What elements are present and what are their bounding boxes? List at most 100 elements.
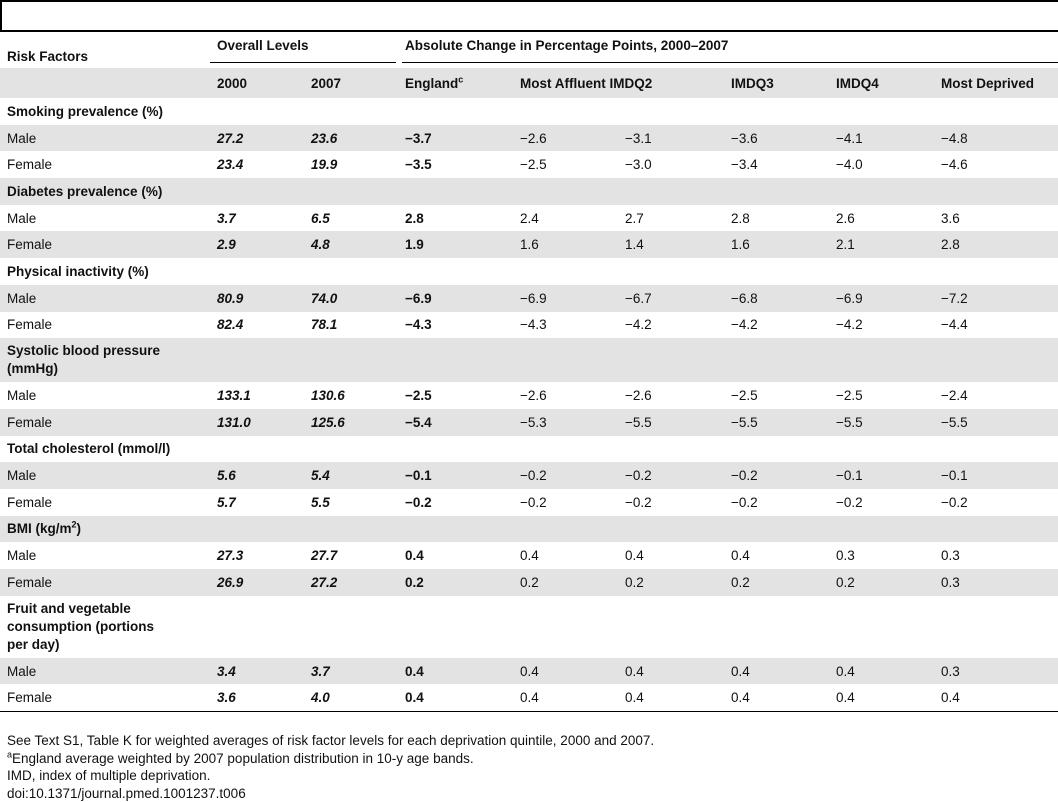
row-label: Female	[0, 409, 210, 436]
cell-2007: 74.0	[304, 285, 398, 312]
row-label: Male	[0, 658, 210, 685]
cell-2000: 3.4	[210, 658, 304, 685]
table-row: Male 133.1 130.6 −2.5 −2.6 −2.6 −2.5 −2.…	[0, 382, 1058, 409]
england-sup: c	[458, 74, 463, 84]
cell-imdq2: −2.6	[618, 382, 724, 409]
note-text: aEngland average weighted by 2007 popula…	[7, 750, 654, 768]
overall-levels-rule	[210, 62, 396, 63]
cell-imdq2: −0.2	[618, 462, 724, 489]
cell-most-deprived: −5.5	[934, 409, 1058, 436]
cell-england: −2.5	[398, 382, 513, 409]
table-row: Female 82.4 78.1 −4.3 −4.3 −4.2 −4.2 −4.…	[0, 312, 1058, 339]
cell-england: −6.9	[398, 285, 513, 312]
header-row-2: 2000 2007 Englandc Most Affluent IMDQ2 I…	[0, 68, 1058, 98]
cell-2007: 5.5	[304, 489, 398, 516]
header-2007: 2007	[304, 68, 398, 98]
cell-2007: 27.7	[304, 542, 398, 569]
cell-imdq4: 2.6	[829, 205, 934, 232]
imdq2-label: IMDQ2	[610, 76, 653, 91]
cell-most-affluent: 0.4	[513, 684, 618, 711]
cell-most-deprived: 0.4	[934, 684, 1058, 711]
cell-england: 2.8	[398, 205, 513, 232]
cell-most-deprived: −0.1	[934, 462, 1058, 489]
cell-imdq3: −0.2	[724, 462, 829, 489]
cell-imdq4: 0.4	[829, 684, 934, 711]
header-most-deprived: Most Deprived	[934, 68, 1058, 98]
cell-imdq3: −4.2	[724, 312, 829, 339]
cell-most-affluent: 2.4	[513, 205, 618, 232]
cell-most-deprived: 0.3	[934, 569, 1058, 596]
cell-imdq2: 0.4	[618, 542, 724, 569]
corner-rule	[0, 0, 2, 32]
row-label: Female	[0, 231, 210, 258]
cell-england: −3.7	[398, 125, 513, 152]
header-row-1: Risk Factors Overall Levels Absolute Cha…	[0, 33, 1058, 68]
cell-2007: 78.1	[304, 312, 398, 339]
header-2000: 2000	[210, 68, 304, 98]
cell-england: 0.4	[398, 658, 513, 685]
note-text: See Text S1, Table K for weighted averag…	[7, 732, 654, 750]
cell-most-affluent: −2.6	[513, 125, 618, 152]
cell-2000: 3.7	[210, 205, 304, 232]
cell-imdq4: 0.2	[829, 569, 934, 596]
cell-imdq4: 0.4	[829, 658, 934, 685]
section-row: Diabetes prevalence (%)	[0, 178, 1058, 205]
section-title-text: BMI (kg/m	[7, 521, 72, 536]
table-row: Male 5.6 5.4 −0.1 −0.2 −0.2 −0.2 −0.1 −0…	[0, 462, 1058, 489]
cell-2000: 2.9	[210, 231, 304, 258]
top-rule-lower	[0, 30, 1058, 32]
cell-imdq3: −3.4	[724, 151, 829, 178]
cell-imdq2: −5.5	[618, 409, 724, 436]
cell-england: 1.9	[398, 231, 513, 258]
header-empty	[0, 68, 210, 98]
cell-2000: 80.9	[210, 285, 304, 312]
table-row: Female 23.4 19.9 −3.5 −2.5 −3.0 −3.4 −4.…	[0, 151, 1058, 178]
cell-england: 0.4	[398, 542, 513, 569]
table-row: Female 3.6 4.0 0.4 0.4 0.4 0.4 0.4 0.4	[0, 684, 1058, 711]
section-title: BMI (kg/m2)	[0, 516, 1058, 543]
cell-most-deprived: −7.2	[934, 285, 1058, 312]
cell-2000: 3.6	[210, 684, 304, 711]
cell-imdq3: 0.4	[724, 684, 829, 711]
cell-2000: 133.1	[210, 382, 304, 409]
cell-england: −5.4	[398, 409, 513, 436]
cell-most-affluent: −6.9	[513, 285, 618, 312]
cell-imdq2: −4.2	[618, 312, 724, 339]
england-label: England	[405, 76, 458, 91]
row-label: Female	[0, 312, 210, 339]
cell-england: 0.4	[398, 684, 513, 711]
cell-2007: 5.4	[304, 462, 398, 489]
section-title-line: consumption (portions	[7, 618, 1058, 636]
header-imdq3: IMDQ3	[724, 68, 829, 98]
cell-2007: 23.6	[304, 125, 398, 152]
cell-2000: 5.6	[210, 462, 304, 489]
row-label: Male	[0, 125, 210, 152]
section-title-text: )	[77, 521, 82, 536]
cell-2007: 130.6	[304, 382, 398, 409]
cell-most-affluent: 0.4	[513, 542, 618, 569]
cell-imdq2: 0.4	[618, 684, 724, 711]
table-row: Female 2.9 4.8 1.9 1.6 1.4 1.6 2.1 2.8	[0, 231, 1058, 258]
row-label: Male	[0, 285, 210, 312]
cell-2000: 27.2	[210, 125, 304, 152]
cell-england: 0.2	[398, 569, 513, 596]
note-text-body: England average weighted by 2007 populat…	[12, 751, 474, 766]
cell-imdq3: 0.4	[724, 658, 829, 685]
row-label: Female	[0, 569, 210, 596]
absolute-change-label: Absolute Change in Percentage Points, 20…	[398, 38, 1058, 62]
note-text: IMD, index of multiple deprivation.	[7, 767, 654, 785]
cell-2007: 19.9	[304, 151, 398, 178]
cell-imdq3: 0.2	[724, 569, 829, 596]
cell-imdq3: 1.6	[724, 231, 829, 258]
section-row: Physical inactivity (%)	[0, 258, 1058, 285]
cell-most-affluent: −0.2	[513, 489, 618, 516]
cell-most-affluent: 0.4	[513, 658, 618, 685]
cell-imdq2: 0.2	[618, 569, 724, 596]
cell-imdq2: 1.4	[618, 231, 724, 258]
table-row: Male 80.9 74.0 −6.9 −6.9 −6.7 −6.8 −6.9 …	[0, 285, 1058, 312]
cell-imdq3: 2.8	[724, 205, 829, 232]
cell-imdq3: −3.6	[724, 125, 829, 152]
section-row: BMI (kg/m2)	[0, 516, 1058, 543]
cell-imdq4: −0.1	[829, 462, 934, 489]
